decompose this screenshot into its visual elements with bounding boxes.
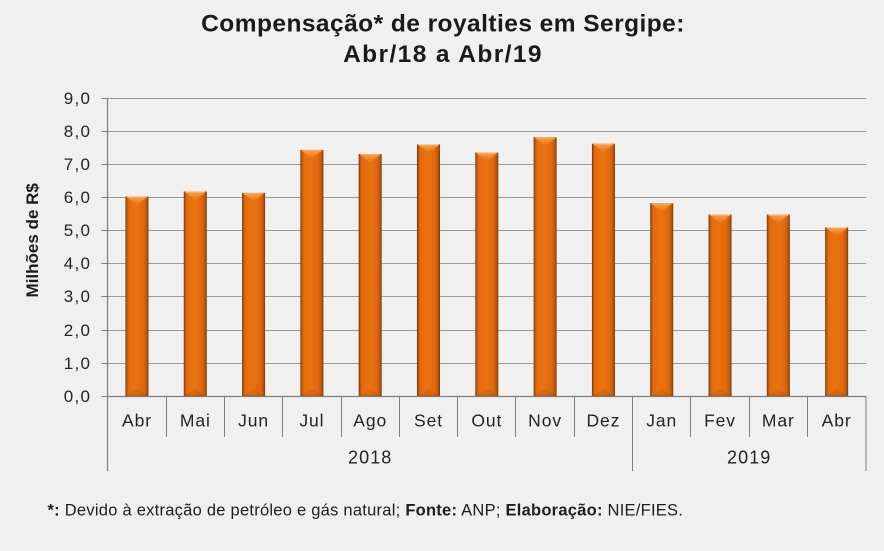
svg-text:2,0: 2,0 [64, 321, 92, 340]
svg-text:3,0: 3,0 [64, 287, 92, 306]
svg-text:5,0: 5,0 [64, 221, 92, 240]
svg-text:Milhões de R$: Milhões de R$ [23, 183, 42, 298]
svg-text:6,0: 6,0 [64, 188, 92, 207]
svg-text:Jul: Jul [299, 411, 324, 431]
svg-text:0,0: 0,0 [64, 387, 92, 406]
svg-text:Mar: Mar [762, 411, 795, 431]
svg-text:8,0: 8,0 [64, 122, 92, 141]
svg-text:4,0: 4,0 [64, 254, 92, 273]
svg-text:Out: Out [471, 411, 502, 431]
svg-text:2019: 2019 [727, 448, 771, 468]
svg-text:Compensação* de royalties em S: Compensação* de royalties em Sergipe: [201, 11, 685, 38]
svg-text:Dez: Dez [586, 411, 620, 431]
svg-text:Jun: Jun [238, 411, 269, 431]
svg-text:Jan: Jan [646, 411, 677, 431]
svg-text:Abr/18 a Abr/19: Abr/18 a Abr/19 [343, 41, 543, 68]
svg-text:2018: 2018 [348, 448, 392, 468]
svg-text:*: Devido à extração de petról: *: Devido à extração de petróleo e gás n… [48, 501, 684, 519]
svg-text:1,0: 1,0 [64, 354, 92, 373]
svg-text:Nov: Nov [528, 411, 562, 431]
svg-text:Abr: Abr [822, 411, 852, 431]
svg-text:Mai: Mai [180, 411, 211, 431]
svg-text:Fev: Fev [704, 411, 736, 431]
svg-text:9,0: 9,0 [64, 89, 92, 108]
svg-text:Ago: Ago [353, 411, 387, 431]
svg-text:Abr: Abr [122, 411, 152, 431]
svg-text:7,0: 7,0 [64, 155, 92, 174]
svg-text:Set: Set [414, 411, 443, 431]
